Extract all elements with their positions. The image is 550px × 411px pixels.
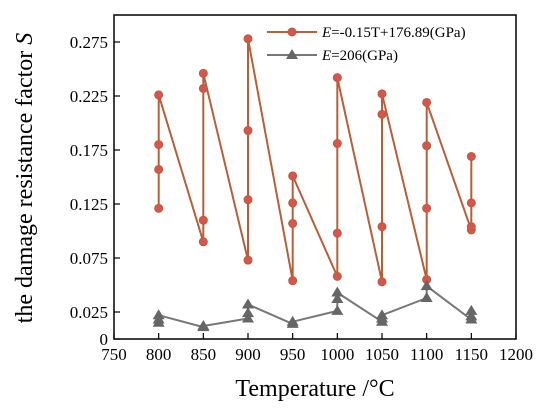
series-layer [152, 34, 478, 332]
series-1-point [332, 228, 342, 238]
series-1-point [198, 215, 208, 225]
series-1-point [243, 255, 253, 265]
series-1-point [377, 277, 387, 287]
x-tick-label: 750 [101, 345, 127, 364]
x-tick-label: 1100 [410, 345, 443, 364]
series-1-point [288, 171, 298, 181]
y-tick-label: 0.125 [70, 195, 108, 214]
y-tick-label: 0.275 [70, 33, 108, 52]
series-1-point [198, 68, 208, 78]
series-1-point [243, 195, 253, 205]
legend-label-series-2: E=206(GPa) [321, 48, 398, 64]
legend-label-series-1: E=-0.15T+176.89(GPa) [321, 25, 466, 41]
legend: E=-0.15T+176.89(GPa) E=206(GPa) [267, 25, 466, 64]
series-1-point [422, 203, 432, 213]
series-1-point [377, 109, 387, 119]
x-tick-labels: 750 800 850 900 950 1000 1050 1100 1150 1200 [101, 345, 533, 364]
x-axis-title: Temperature /°C [235, 376, 394, 402]
series-1-point [243, 34, 253, 44]
x-tick-label: 1150 [455, 345, 488, 364]
series-2-point [376, 309, 388, 320]
series-2-point [331, 286, 344, 297]
series-1-point [332, 73, 342, 83]
y-tick-labels: 0 0.025 0.075 0.125 0.175 0.225 0.275 [70, 33, 108, 349]
series-2-point [465, 310, 478, 321]
x-tick-label: 950 [280, 345, 306, 364]
series-1-point [288, 218, 298, 228]
legend-marker-series-1 [287, 27, 297, 37]
series-1-point [154, 164, 164, 174]
series-1-point [422, 97, 432, 107]
x-tick-label: 850 [191, 345, 217, 364]
series-2-point [152, 309, 165, 320]
series-1-point [288, 198, 298, 208]
series-1-point [466, 198, 476, 208]
x-tick-label: 1050 [365, 345, 399, 364]
series-2-point [331, 293, 344, 304]
legend-marker-series-2 [286, 49, 298, 59]
y-tick-label: 0.225 [70, 87, 108, 106]
y-tick-label: 0.075 [70, 249, 108, 268]
series-1-point [198, 237, 208, 247]
series-2-point [197, 320, 210, 331]
series-1-point [332, 271, 342, 281]
series-2-point [242, 298, 254, 309]
series-1-point [198, 83, 208, 93]
y-tick-label: 0.025 [70, 303, 108, 322]
series-2-point [242, 312, 254, 323]
series-1-point [466, 151, 476, 161]
series-1-point [154, 140, 164, 150]
y-tick-label: 0 [100, 330, 109, 349]
series-1-point [377, 89, 387, 99]
plot-frame [113, 14, 517, 340]
x-tick-label: 1200 [499, 345, 533, 364]
series-1-line [157, 37, 473, 283]
series-1-point [377, 222, 387, 232]
axis-ticks [113, 41, 517, 340]
series-2-point [286, 315, 299, 326]
series-1-point [422, 141, 432, 151]
series-1-point [154, 203, 164, 213]
series-1-point [154, 90, 164, 100]
x-tick-label: 800 [146, 345, 172, 364]
series-1-point [243, 126, 253, 136]
y-axis-title: the damage resistance factor S [12, 33, 38, 324]
series-2-point [465, 304, 478, 315]
y-tick-label: 0.175 [70, 141, 108, 160]
x-tick-label: 900 [235, 345, 261, 364]
series-2-point [420, 280, 433, 291]
series-2-point [242, 307, 254, 318]
series-2-line [157, 285, 473, 329]
series-1-point [332, 139, 342, 149]
series-2-point [331, 304, 344, 315]
x-tick-label: 1000 [320, 345, 354, 364]
series-1-point [466, 222, 476, 232]
series-2-point [420, 291, 433, 302]
series-1-point [288, 276, 298, 286]
